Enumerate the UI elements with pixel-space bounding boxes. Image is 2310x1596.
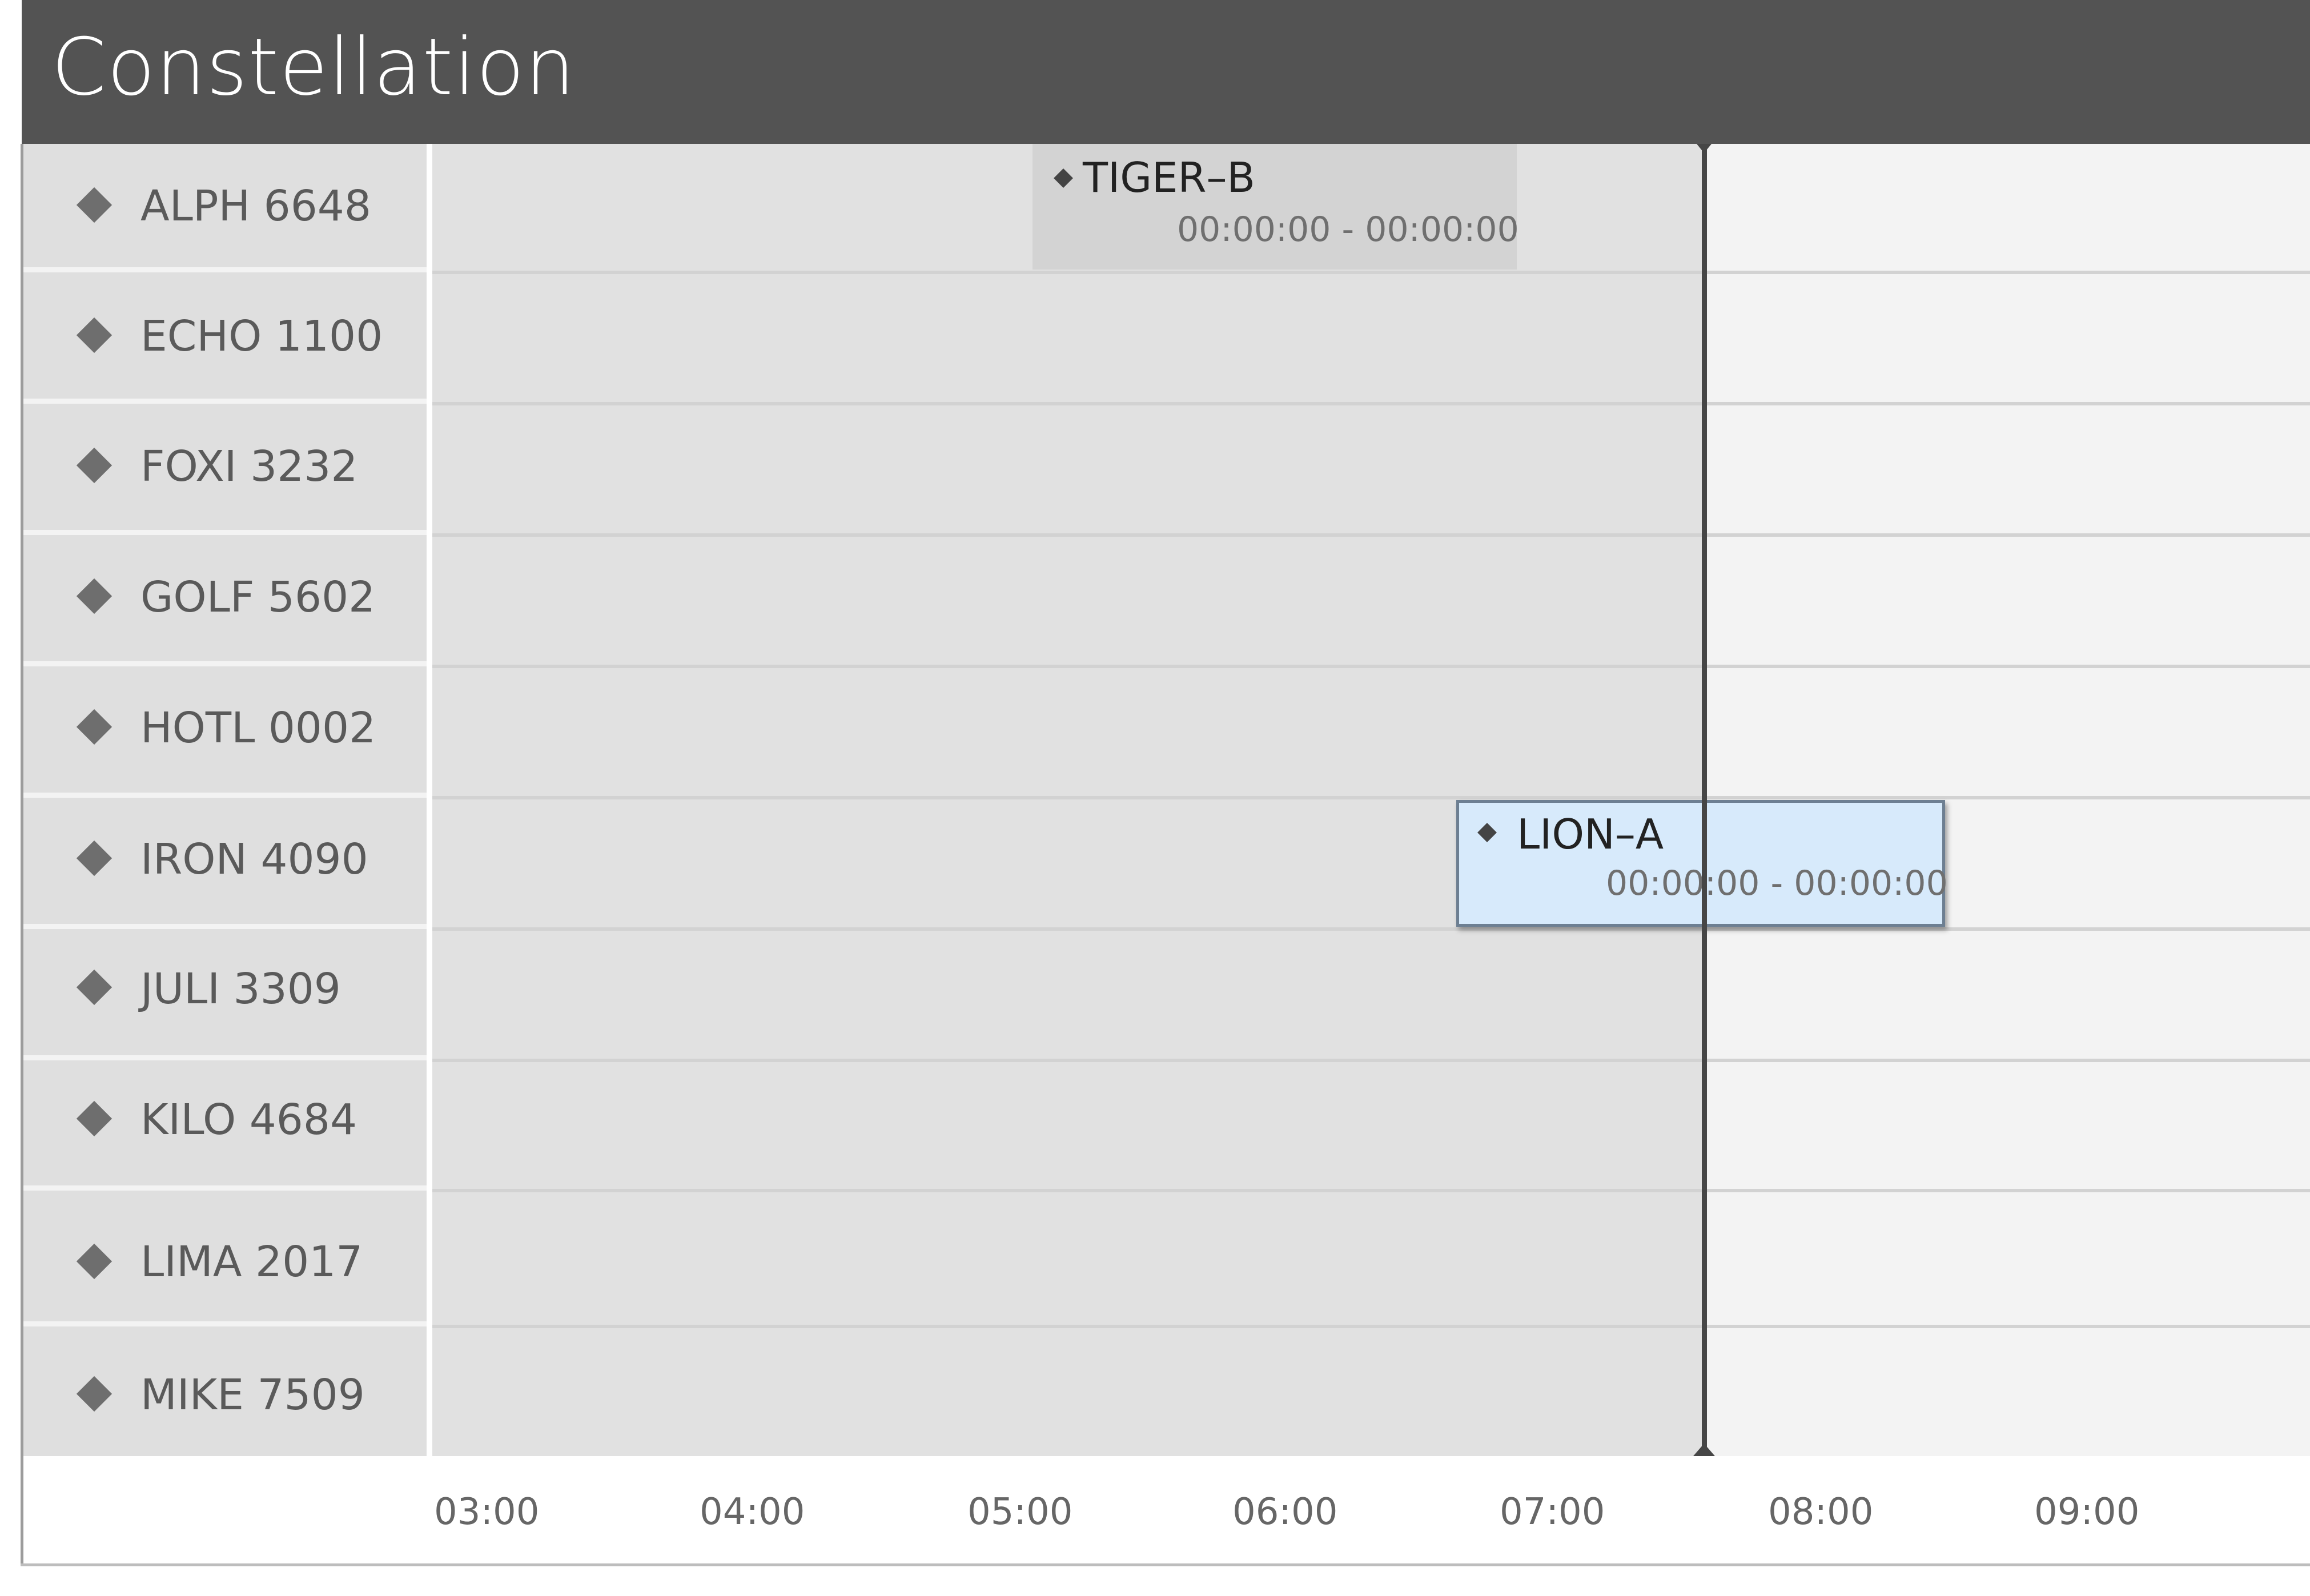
row-label-0[interactable]: ALPH 6648 [23,144,427,272]
row-label-9[interactable]: MIKE 7509 [23,1326,427,1456]
diamond-icon [1054,168,1073,188]
resource-label: JULI 3309 [140,964,341,1014]
time-tick: 09:00 [2034,1491,2140,1533]
resource-label: HOTL 0002 [140,703,376,753]
time-tick: 03:00 [434,1491,540,1533]
row-label-1[interactable]: ECHO 1100 [23,272,427,404]
resource-label: IRON 4090 [140,835,368,884]
row-label-7[interactable]: KILO 4684 [23,1060,427,1191]
diamond-icon [76,187,113,223]
row-label-2[interactable]: FOXI 3232 [23,404,427,535]
row-divider [432,1189,2310,1192]
app-header: Constellation [22,0,2310,144]
panel-left-border [21,144,23,1566]
resource-label: ALPH 6648 [140,182,371,231]
row-divider [432,1059,2310,1062]
current-time-marker-bottom [1693,1444,1715,1456]
diamond-icon [76,709,113,745]
time-axis [23,1456,2310,1566]
diamond-icon [76,1100,113,1137]
event-tiger-b[interactable]: TIGER–B 00:00:00 - 00:00:00 [1033,144,1519,270]
row-divider [432,271,2310,274]
row-divider [432,402,2310,405]
event-title: TIGER–B [1083,154,1255,202]
row-label-4[interactable]: HOTL 0002 [23,666,427,798]
time-tick: 07:00 [1500,1491,1605,1533]
time-tick: 05:00 [967,1491,1073,1533]
resource-label: FOXI 3232 [140,442,358,491]
diamond-icon [76,1376,113,1412]
diamond-icon [76,578,113,614]
row-label-8[interactable]: LIMA 2017 [23,1191,427,1326]
current-time-marker-top [1697,144,1712,153]
resource-label: KILO 4684 [140,1095,357,1144]
diamond-icon [76,447,113,484]
row-label-6[interactable]: JULI 3309 [23,929,427,1060]
row-divider [432,533,2310,537]
event-time: 00:00:00 - 00:00:00 [1606,863,1948,903]
resource-label: ECHO 1100 [140,312,383,361]
row-label-3[interactable]: GOLF 5602 [23,535,427,666]
app-title: Constellation [51,21,576,113]
axis-bottom-border [21,1563,2310,1566]
time-tick: 08:00 [1768,1491,1874,1533]
event-time: 00:00:00 - 00:00:00 [1177,210,1519,250]
event-lion-a[interactable]: LION–A 00:00:00 - 00:00:00 [1456,800,1948,927]
diamond-icon [76,317,113,353]
resource-label: MIKE 7509 [140,1370,365,1420]
current-time-line [1702,144,1707,1456]
row-divider [432,927,2310,931]
diamond-icon [76,840,113,877]
event-title: LION–A [1517,810,1664,858]
resource-label: LIMA 2017 [140,1237,363,1287]
time-tick: 06:00 [1232,1491,1338,1533]
diamond-icon [76,969,113,1006]
diamond-icon [76,1243,113,1280]
diamond-icon [1477,823,1497,842]
time-tick: 04:00 [700,1491,805,1533]
resource-label: GOLF 5602 [140,573,376,622]
row-divider [432,1325,2310,1328]
row-divider [432,796,2310,799]
row-label-5[interactable]: IRON 4090 [23,798,427,929]
row-divider [432,665,2310,668]
